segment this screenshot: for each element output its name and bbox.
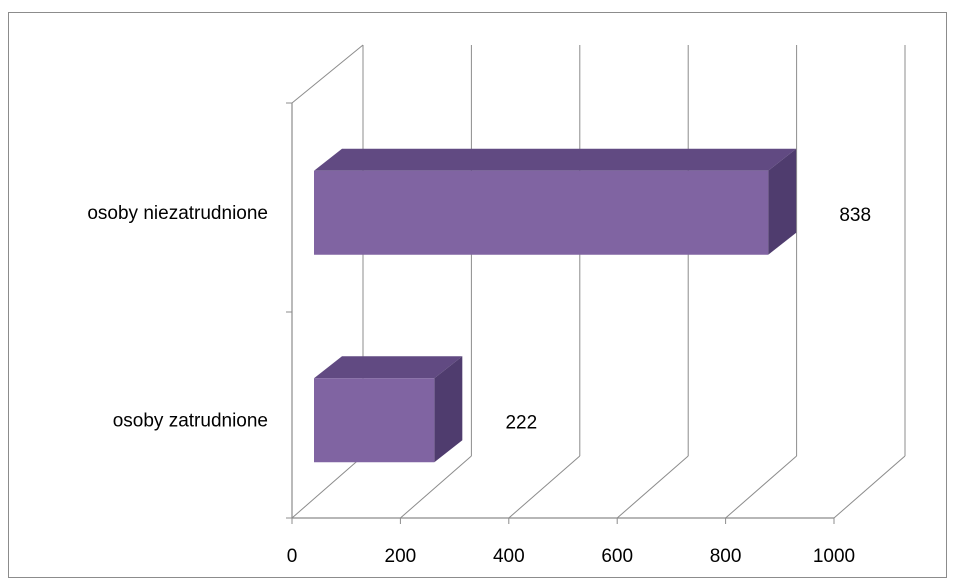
bar <box>314 356 463 463</box>
axis-layer: 0 200 400 600 800 1000 <box>286 102 855 567</box>
data-label: 222 <box>505 412 537 433</box>
side-wall-top <box>291 44 364 104</box>
data-label: 838 <box>839 205 871 226</box>
x-tick-label: 800 <box>710 546 742 567</box>
bar-side-face <box>434 356 463 463</box>
category-label: osoby niezatrudnione <box>87 203 268 224</box>
bar-front-face <box>314 378 435 463</box>
gridline-floor <box>616 455 689 519</box>
x-tick-label: 1000 <box>813 546 855 567</box>
bar-front-face <box>314 170 769 255</box>
chart-frame <box>8 12 947 578</box>
gridline-floor <box>291 455 364 519</box>
gridline-floor <box>508 455 581 519</box>
labels-layer: 222 osoby zatrudnione 838 osoby niezatrudni… <box>87 203 871 434</box>
bar-top-face <box>314 356 463 379</box>
category-label: osoby zatrudnione <box>113 410 268 431</box>
x-tick-label: 200 <box>385 546 417 567</box>
bar-top-face <box>314 148 797 171</box>
gridline-floor <box>833 455 906 519</box>
bar <box>314 148 797 255</box>
x-tick-label: 600 <box>601 546 633 567</box>
x-tick-label: 400 <box>493 546 525 567</box>
gridline-floor <box>400 455 472 519</box>
bars-layer <box>314 148 797 463</box>
gridline-floor <box>725 455 797 519</box>
bar-side-face <box>768 148 797 255</box>
x-tick-label: 0 <box>287 546 298 567</box>
